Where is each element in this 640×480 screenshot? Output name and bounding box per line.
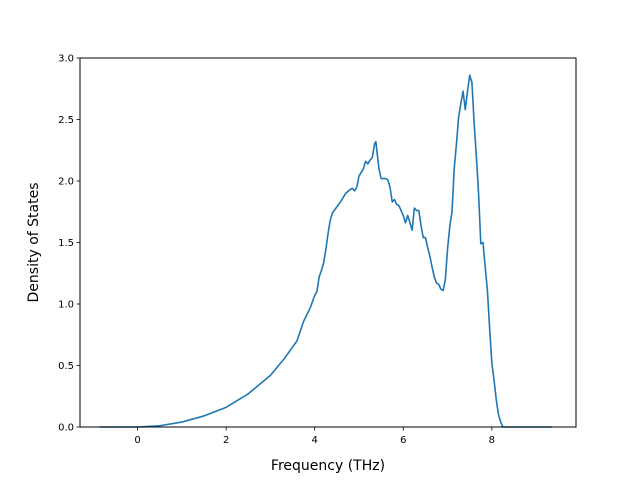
axes-frame	[79, 57, 577, 428]
x-tick-label: 8	[489, 435, 495, 446]
dos-series-line	[99, 74, 553, 428]
x-tick-label: 4	[312, 435, 318, 446]
x-tick-label: 2	[223, 435, 229, 446]
y-tick-label: 3.0	[58, 54, 74, 65]
plot-area	[99, 74, 553, 428]
axis-ticks: 0 2 4 6 8 0.0 0.5 1.0 1.5 2.0 2.5 3.0	[58, 54, 495, 447]
y-tick-label: 0.0	[58, 423, 74, 434]
y-axis-label: Density of States	[26, 183, 42, 303]
x-tick-label: 0	[134, 435, 140, 446]
y-tick-label: 1.5	[58, 238, 74, 249]
y-tick-label: 2.0	[58, 177, 74, 188]
y-tick-label: 2.5	[58, 115, 74, 126]
x-axis-label: Frequency (THz)	[271, 458, 385, 474]
x-tick-label: 6	[400, 435, 406, 446]
y-tick-label: 0.5	[58, 361, 74, 372]
y-tick-label: 1.0	[58, 300, 74, 311]
